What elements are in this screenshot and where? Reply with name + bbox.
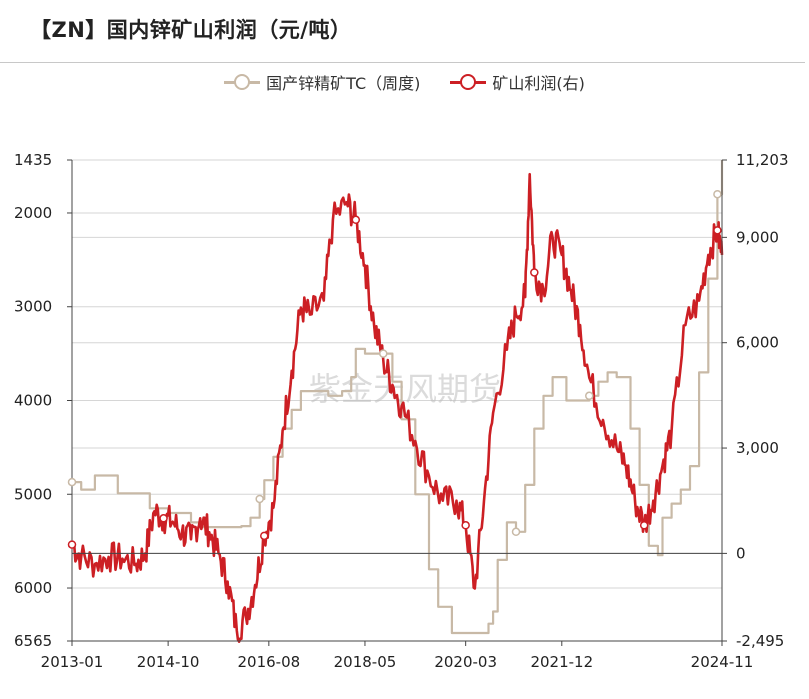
left-tick-label-0: 1435 bbox=[14, 151, 52, 169]
legend: 国产锌精矿TC（周度) 矿山利润(右) bbox=[0, 68, 809, 96]
right-tick-label-2: 6,000 bbox=[736, 334, 779, 352]
left-tick-label-5: 6000 bbox=[14, 579, 52, 597]
right-tick-label-4: 0 bbox=[736, 544, 746, 562]
legend-item-profit[interactable]: 矿山利润(右) bbox=[450, 70, 585, 94]
series-0-marker-5 bbox=[713, 189, 722, 199]
x-tick-label-6: 2024-11 bbox=[691, 653, 754, 671]
series-1-marker-3 bbox=[351, 215, 361, 225]
series-1-marker-1 bbox=[159, 514, 168, 523]
series-0-marker-0 bbox=[67, 477, 77, 487]
legend-marker-tc-icon bbox=[224, 74, 261, 90]
left-tick-label-2: 3000 bbox=[14, 298, 52, 316]
left-tick-label-6: 6565 bbox=[14, 632, 52, 650]
series-0-marker-1 bbox=[255, 494, 264, 504]
markers-layer bbox=[67, 189, 722, 549]
series-0-marker-2 bbox=[379, 349, 388, 358]
x-tick-label-3: 2018-05 bbox=[334, 653, 397, 671]
chart-title: 【ZN】国内锌矿山利润（元/吨） bbox=[30, 18, 352, 42]
legend-marker-profit-icon bbox=[450, 74, 487, 90]
x-tick-label-2: 2016-08 bbox=[237, 653, 300, 671]
x-tick-label-5: 2021-12 bbox=[530, 653, 593, 671]
legend-label-profit: 矿山利润(右) bbox=[492, 74, 585, 93]
title-divider bbox=[0, 62, 805, 63]
series-0-marker-4 bbox=[585, 391, 594, 401]
left-tick-label-1: 2000 bbox=[14, 204, 52, 222]
left-tick-label-3: 4000 bbox=[14, 392, 52, 410]
series-1-marker-2 bbox=[260, 531, 269, 541]
series-1-marker-6 bbox=[639, 521, 649, 530]
x-tick-label-1: 2014-10 bbox=[137, 653, 200, 671]
right-tick-label-5: -2,495 bbox=[736, 632, 784, 650]
legend-item-tc[interactable]: 国产锌精矿TC（周度) bbox=[224, 70, 420, 94]
series-1-marker-0 bbox=[67, 540, 77, 549]
series-1-marker-5 bbox=[530, 268, 539, 277]
watermark: 紫金天风期货 bbox=[309, 370, 501, 408]
left-tick-label-4: 5000 bbox=[14, 485, 52, 503]
legend-label-tc: 国产锌精矿TC（周度) bbox=[266, 74, 421, 93]
right-tick-label-0: 11,203 bbox=[736, 151, 789, 169]
series-0-marker-3 bbox=[511, 527, 521, 537]
series-line-0 bbox=[72, 160, 724, 635]
axes: 1435 2000 3000 4000 5000 6000 6565 11,203 9,000 6… bbox=[14, 151, 789, 671]
series-line-1 bbox=[70, 172, 724, 643]
right-tick-label-3: 3,000 bbox=[736, 439, 779, 457]
x-tick-label-4: 2020-03 bbox=[434, 653, 497, 671]
series-1-marker-7 bbox=[713, 226, 722, 235]
series-1-marker-4 bbox=[461, 521, 470, 530]
x-tick-label-0: 2013-01 bbox=[41, 653, 104, 671]
series-layer bbox=[70, 160, 724, 643]
right-tick-label-1: 9,000 bbox=[736, 228, 779, 246]
